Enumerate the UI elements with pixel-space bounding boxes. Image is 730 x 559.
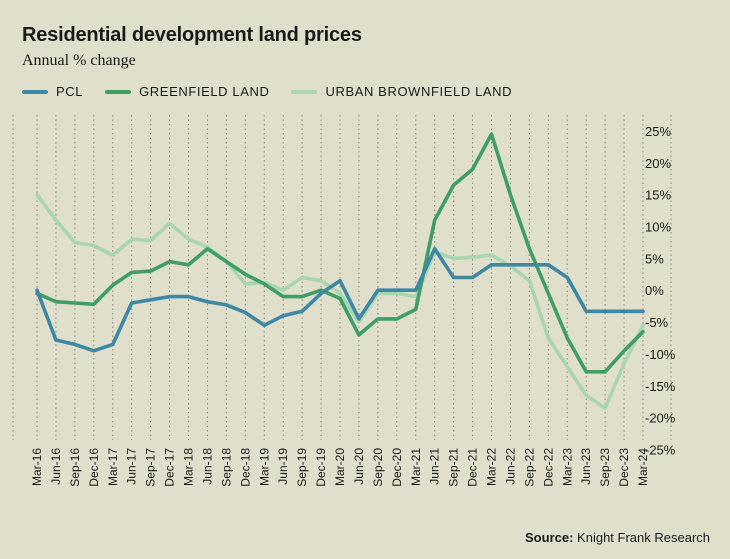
x-tick-label: Sep-22: [522, 448, 536, 487]
y-tick-label: -20%: [645, 411, 676, 426]
x-tick-label: Dec-19: [314, 448, 328, 487]
x-tick-label: Mar-21: [409, 448, 423, 486]
x-tick-label: Dec-16: [87, 448, 101, 487]
y-tick-label: -5%: [645, 315, 669, 330]
y-tick-label: 15%: [645, 188, 671, 203]
legend-label-pcl: PCL: [56, 84, 84, 99]
y-tick-label: 20%: [645, 156, 671, 171]
y-tick-label: 0%: [645, 283, 664, 298]
x-tick-label: Mar-20: [333, 448, 347, 486]
y-tick-label: 25%: [645, 124, 671, 139]
x-tick-label: Sep-18: [219, 448, 233, 487]
x-tick-label: Jun-20: [352, 448, 366, 485]
x-tick-label: Mar-24: [636, 448, 650, 486]
y-tick-label: 10%: [645, 220, 671, 235]
x-tick-label: Dec-20: [390, 448, 404, 487]
x-tick-label: Dec-22: [541, 448, 555, 487]
x-tick-label: Mar-17: [106, 448, 120, 486]
y-tick-label: 5%: [645, 251, 664, 266]
x-tick-label: Sep-17: [144, 448, 158, 487]
x-tick-label: Jun-21: [428, 448, 442, 485]
legend-swatch-pcl: [22, 89, 48, 94]
legend-item-pcl: PCL: [22, 84, 83, 99]
x-tick-label: Mar-23: [560, 448, 574, 486]
legend-item-brownfield: URBAN BROWNFIELD LAND: [291, 84, 512, 99]
x-tick-label: Mar-18: [182, 448, 196, 486]
source-note: Source: Knight Frank Research: [525, 530, 710, 545]
x-tick-label: Dec-17: [163, 448, 177, 487]
x-tick-label: Sep-20: [371, 448, 385, 487]
legend-item-greenfield: GREENFIELD LAND: [105, 84, 269, 99]
x-tick-label: Jun-18: [200, 448, 214, 485]
x-tick-label: Mar-19: [257, 448, 271, 486]
x-tick-label: Jun-23: [579, 448, 593, 485]
x-tick-label: Sep-16: [68, 448, 82, 487]
x-tick-label: Jun-19: [276, 448, 290, 485]
x-tick-label: Jun-17: [125, 448, 139, 485]
series-line-brownfield: [35, 192, 645, 410]
x-tick-label: Dec-23: [617, 448, 631, 487]
x-tick-label: Sep-19: [295, 448, 309, 487]
chart-subtitle: Annual % change: [22, 52, 136, 69]
x-tick-label: Jun-22: [503, 448, 517, 485]
x-tick-label: Dec-18: [238, 448, 252, 487]
y-tick-label: -15%: [645, 379, 676, 394]
x-tick-label: Sep-21: [447, 448, 461, 487]
x-tick-label: Mar-16: [30, 448, 44, 486]
source-label: Source:: [525, 530, 574, 545]
y-tick-label: -10%: [645, 347, 676, 362]
legend-label-greenfield: GREENFIELD LAND: [139, 84, 270, 99]
series-line-pcl: [35, 247, 645, 353]
legend-swatch-greenfield: [105, 89, 132, 94]
x-tick-label: Sep-23: [598, 448, 612, 487]
legend-label-brownfield: URBAN BROWNFIELD LAND: [325, 84, 513, 99]
y-tick-label: -25%: [645, 443, 676, 458]
chart-title: Residential development land prices: [22, 24, 362, 46]
x-tick-label: Mar-22: [485, 448, 499, 486]
source-text: Knight Frank Research: [577, 530, 710, 545]
legend: PCL GREENFIELD LAND URBAN BROWNFIELD LAN…: [22, 84, 534, 99]
x-tick-label: Dec-21: [466, 448, 480, 487]
legend-swatch-brownfield: [291, 89, 318, 94]
series-line-greenfield: [35, 132, 645, 374]
x-tick-label: Jun-16: [49, 448, 63, 485]
